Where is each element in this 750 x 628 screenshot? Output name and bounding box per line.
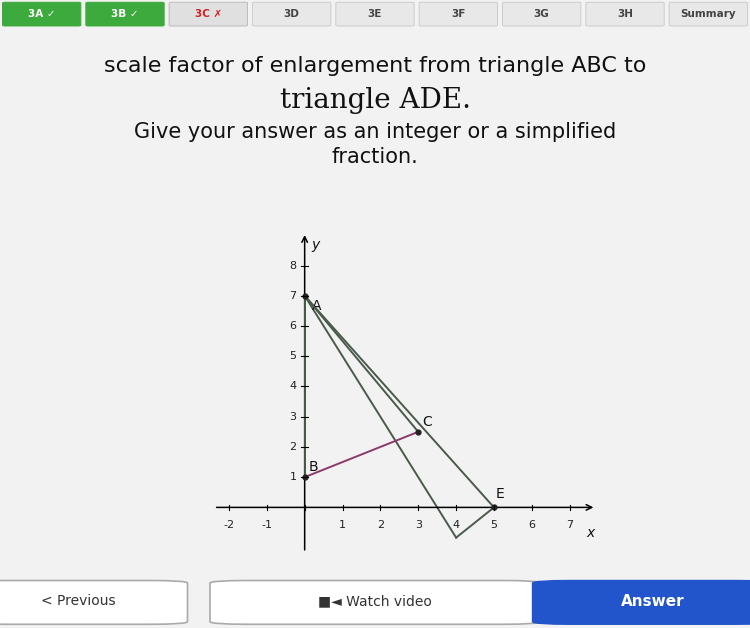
Text: 4: 4: [290, 381, 296, 391]
Text: 3A ✓: 3A ✓: [28, 9, 56, 19]
Text: 3G: 3G: [534, 9, 550, 19]
Text: 6: 6: [528, 520, 536, 530]
FancyBboxPatch shape: [2, 3, 81, 26]
Text: 3H: 3H: [617, 9, 633, 19]
Text: 1: 1: [290, 472, 296, 482]
FancyBboxPatch shape: [170, 3, 248, 26]
Text: 3D: 3D: [284, 9, 299, 19]
Text: x: x: [586, 526, 595, 539]
FancyBboxPatch shape: [253, 3, 331, 26]
Text: scale factor of enlargement from triangle ABC to: scale factor of enlargement from triangl…: [104, 56, 646, 76]
FancyBboxPatch shape: [669, 3, 748, 26]
FancyBboxPatch shape: [586, 3, 664, 26]
Text: C: C: [422, 414, 432, 429]
Text: Give your answer as an integer or a simplified: Give your answer as an integer or a simp…: [134, 122, 616, 142]
Text: ■◄ Watch video: ■◄ Watch video: [318, 594, 432, 609]
Text: -1: -1: [261, 520, 272, 530]
Text: 3: 3: [290, 412, 296, 421]
Text: 4: 4: [452, 520, 460, 530]
Text: Summary: Summary: [680, 9, 736, 19]
Text: 7: 7: [290, 291, 296, 301]
FancyBboxPatch shape: [532, 580, 750, 624]
FancyBboxPatch shape: [503, 3, 580, 26]
Text: 3F: 3F: [452, 9, 466, 19]
Text: 8: 8: [290, 261, 296, 271]
FancyBboxPatch shape: [336, 3, 414, 26]
Text: B: B: [308, 460, 318, 474]
Text: triangle ADE.: triangle ADE.: [280, 87, 470, 114]
FancyBboxPatch shape: [419, 3, 497, 26]
Text: Answer: Answer: [621, 594, 684, 609]
Text: E: E: [496, 487, 505, 501]
Text: 5: 5: [290, 351, 296, 361]
Text: A: A: [311, 299, 321, 313]
Text: 3E: 3E: [368, 9, 382, 19]
Text: 6: 6: [290, 321, 296, 331]
Text: 7: 7: [566, 520, 573, 530]
Text: 5: 5: [490, 520, 497, 530]
Text: < Previous: < Previous: [41, 594, 116, 609]
Text: 3: 3: [415, 520, 422, 530]
FancyBboxPatch shape: [86, 3, 164, 26]
Text: 2: 2: [376, 520, 384, 530]
Text: y: y: [311, 238, 320, 252]
FancyBboxPatch shape: [210, 580, 540, 624]
Text: -2: -2: [224, 520, 235, 530]
FancyBboxPatch shape: [0, 580, 188, 624]
Text: fraction.: fraction.: [332, 147, 419, 167]
Text: 3B ✓: 3B ✓: [111, 9, 139, 19]
Text: 3C ✗: 3C ✗: [195, 9, 222, 19]
Text: 1: 1: [339, 520, 346, 530]
Text: 2: 2: [290, 442, 296, 452]
